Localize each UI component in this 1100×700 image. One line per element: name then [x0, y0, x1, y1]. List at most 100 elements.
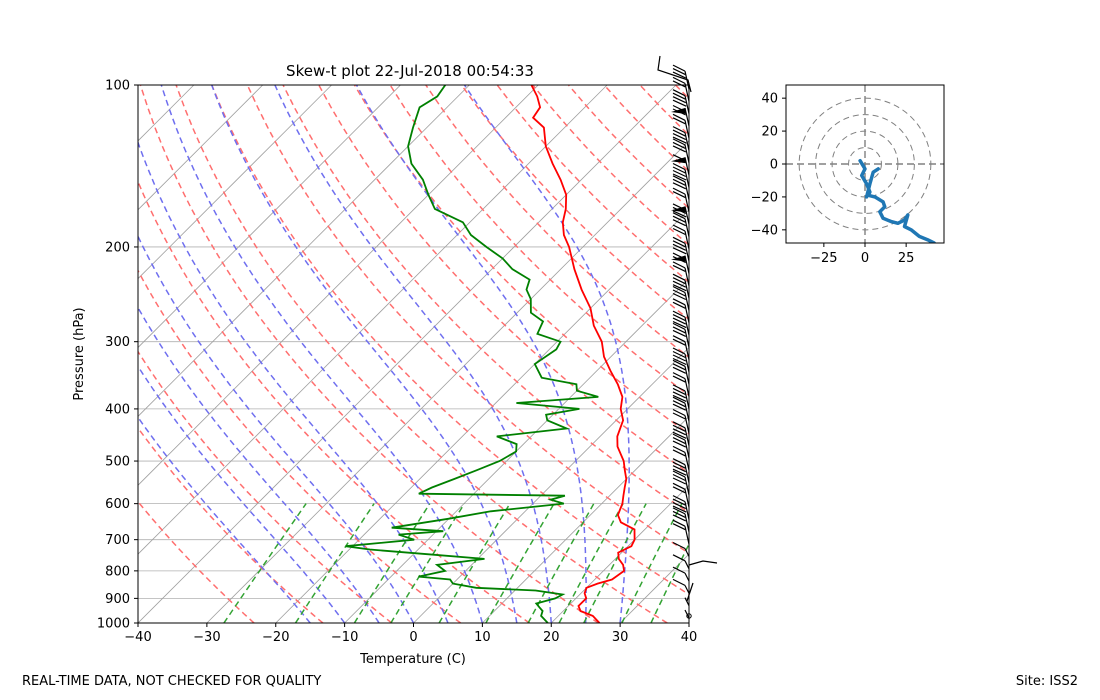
barb-flag: [672, 247, 687, 255]
dry-adiabat: [138, 500, 255, 623]
isotherm-line: [413, 346, 689, 623]
barb-flag: [672, 321, 687, 329]
hodograph-wind-trace: [858, 158, 936, 243]
barb-flag: [672, 289, 686, 297]
barb-flag: [672, 461, 686, 469]
barb-flag: [672, 357, 687, 366]
dry-adiabat: [674, 85, 689, 100]
barb-flag: [672, 310, 686, 318]
barb-flag: [672, 338, 686, 346]
low-level-barb: [688, 560, 718, 566]
barb-flag: [672, 298, 686, 306]
wind-barb: [672, 554, 690, 570]
barb-staff: [684, 390, 690, 410]
low-level-barb: [686, 582, 694, 602]
wind-barb: [672, 541, 690, 557]
barb-flag: [672, 505, 687, 513]
barb-staff: [684, 267, 690, 287]
wind-barb: [671, 203, 690, 225]
wind-barb: [672, 519, 690, 545]
barb-staff: [684, 526, 690, 545]
barb-staff: [684, 157, 690, 176]
barb-flag: [672, 261, 686, 269]
mixing-ratio-line: [294, 503, 375, 623]
x-tick-label: −20: [262, 630, 289, 645]
y-tick-label: 500: [105, 455, 130, 470]
barb-flag: [672, 166, 686, 174]
barb-flag: [672, 256, 687, 264]
barb-flag: [672, 203, 686, 211]
barb-staff: [684, 316, 690, 336]
barb-flag: [672, 126, 686, 134]
barb-flag: [672, 314, 686, 322]
x-tick-label: −10: [331, 630, 358, 645]
isotherm-line: [482, 415, 689, 623]
moist-adiabat: [138, 416, 311, 623]
barb-flag: [672, 541, 686, 550]
barb-staff: [684, 206, 690, 225]
isotherm-line: [619, 553, 689, 623]
barb-flag: [672, 277, 686, 285]
y-axis-label: Pressure (hPa): [72, 307, 87, 400]
wind-barb: [672, 322, 690, 348]
hodograph-y-tick-label: 20: [761, 125, 778, 140]
barb-flag: [672, 169, 687, 178]
site-label: Site: ISS2: [1015, 674, 1078, 689]
barb-staff: [684, 513, 690, 533]
isotherm-line: [688, 622, 689, 623]
wind-barb: [671, 104, 690, 127]
barb-staff: [684, 476, 690, 496]
barb-flag: [672, 350, 686, 359]
dry-adiabat: [389, 85, 689, 397]
dry-adiabat: [138, 179, 531, 623]
x-axis-ticks: −40 −30 −20 −10 0 10 20 30 40: [124, 623, 697, 645]
barb-flag: [672, 495, 686, 503]
barb-flag: [672, 138, 686, 146]
wind-barb: [672, 89, 690, 114]
wind-barb: [672, 126, 690, 151]
barb-flag: [672, 113, 686, 121]
barb-staff: [684, 181, 690, 200]
barb-flag: [672, 154, 686, 162]
barb-staff: [684, 489, 690, 508]
mixing-ratio-line: [223, 503, 307, 623]
barb-flag: [672, 317, 687, 325]
isotherm-line: [550, 484, 689, 623]
moist-adiabat: [355, 85, 587, 623]
barb-flag: [672, 421, 686, 429]
isotherm-line: [275, 209, 689, 623]
barb-flag: [672, 486, 686, 494]
barb-flag: [672, 182, 687, 190]
barb-staff: [684, 120, 690, 139]
wind-barb: [672, 445, 690, 471]
dry-adiabat: [138, 269, 462, 623]
barb-staff: [684, 243, 690, 262]
wind-barb: [684, 597, 690, 606]
barb-flag: [672, 322, 686, 330]
mixing-ratio-line: [353, 503, 431, 623]
barb-flag: [672, 71, 687, 79]
mixing-ratio-line: [438, 503, 511, 623]
barb-flag: [672, 210, 687, 218]
barb-flag: [672, 80, 686, 88]
barb-staff: [684, 439, 690, 459]
moist-adiabat: [463, 85, 630, 623]
dry-adiabat: [139, 85, 599, 623]
barb-staff: [684, 169, 690, 188]
barb-flag: [672, 408, 686, 417]
barb-flag: [672, 104, 686, 113]
barb-flag: [672, 412, 686, 420]
mixing-ratio-line: [390, 503, 466, 623]
y-tick-label: 100: [105, 79, 130, 94]
sounding-series: [345, 85, 636, 623]
barb-flag: [672, 162, 686, 171]
barb-staff: [684, 572, 690, 582]
barb-flag: [672, 191, 686, 199]
isotherm-line: [344, 278, 689, 623]
barb-flag: [672, 437, 686, 445]
barb-flag: [672, 578, 686, 586]
mixing-ratio-line: [621, 503, 683, 623]
wind-barb: [672, 384, 690, 410]
wind-barb: [672, 458, 690, 483]
